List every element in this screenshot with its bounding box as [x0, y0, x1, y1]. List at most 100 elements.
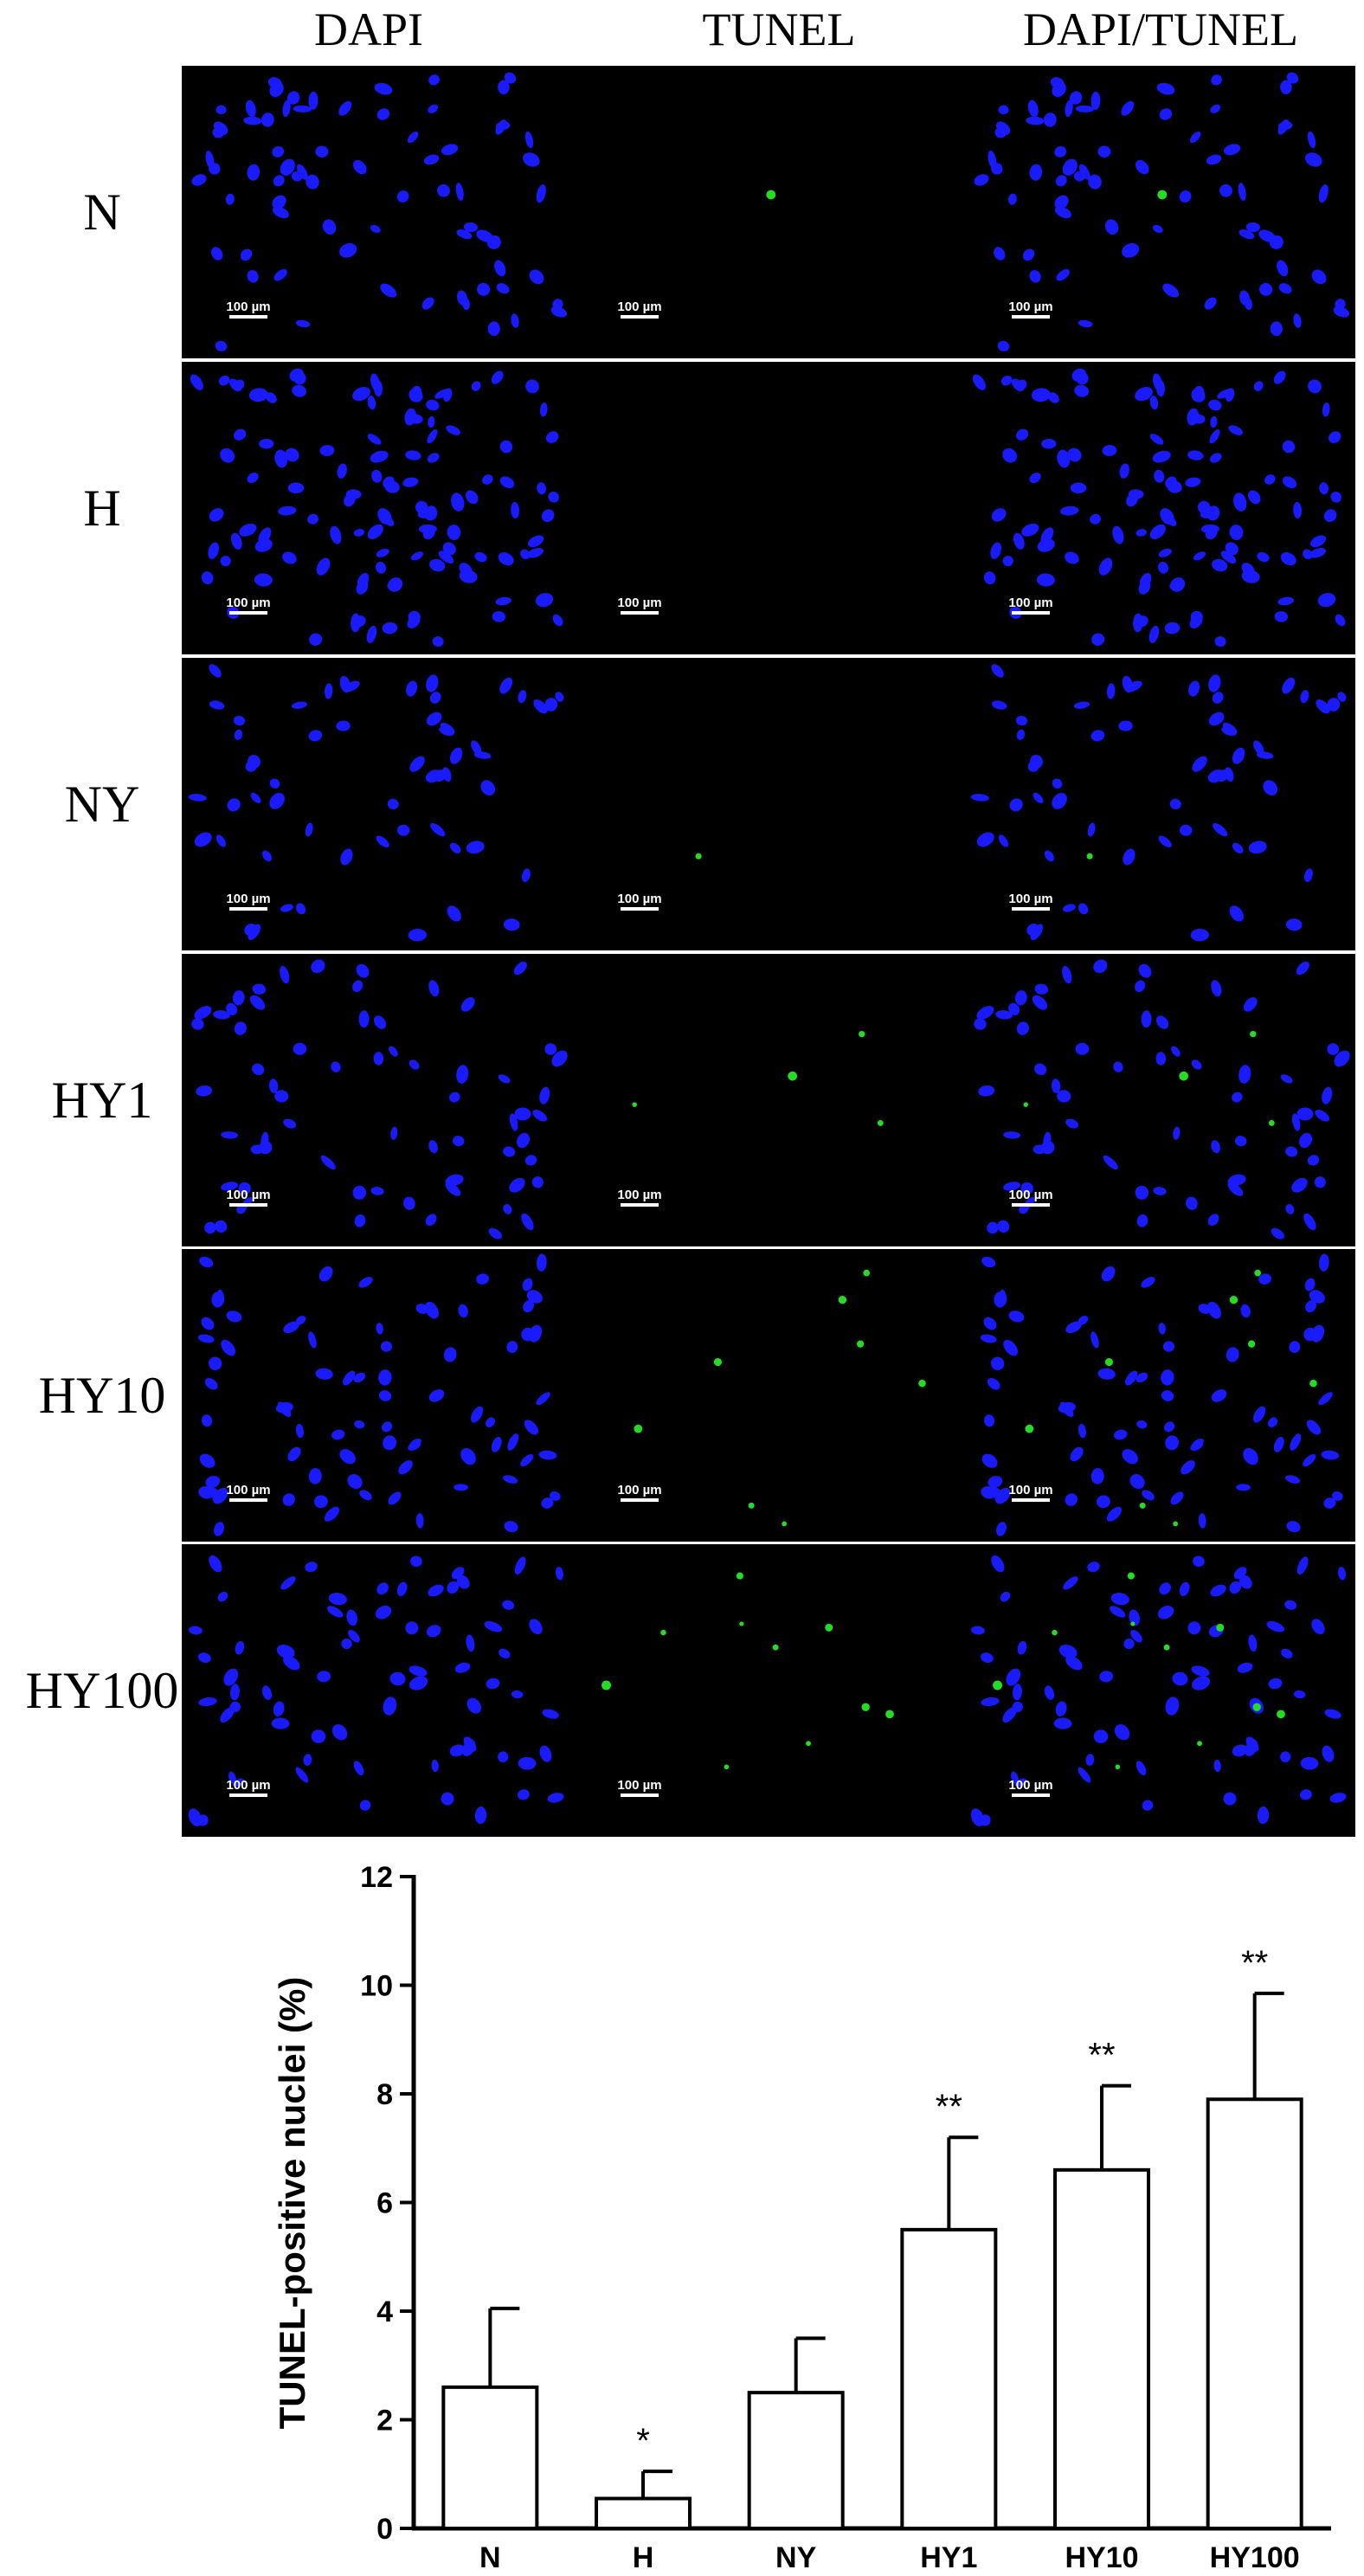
- dapi-nucleus: [375, 1605, 392, 1620]
- dapi-nucleus: [1141, 1010, 1152, 1028]
- dapi-nucleus: [1271, 1227, 1284, 1240]
- dapi-nucleus: [1033, 792, 1044, 803]
- panel-background: [182, 362, 573, 654]
- tunel-positive-spot: [877, 1120, 884, 1126]
- dapi-nucleus: [1213, 1759, 1221, 1773]
- dapi-nucleus: [1152, 224, 1163, 234]
- dapi-nucleus: [406, 680, 418, 697]
- dapi-nucleus: [522, 152, 540, 167]
- dapi-nucleus: [485, 1417, 496, 1427]
- panel-background: [964, 658, 1355, 950]
- dapi-nucleus: [212, 127, 225, 138]
- dapi-nucleus: [1299, 1132, 1313, 1149]
- dapi-nucleus: [1211, 1140, 1220, 1154]
- micrograph-n-dapi: 100 µm: [182, 66, 573, 358]
- tunel-positive-spot: [724, 1764, 730, 1770]
- dapi-nucleus: [1193, 551, 1206, 561]
- dapi-nucleus: [1052, 792, 1067, 809]
- dapi-nucleus: [367, 396, 376, 410]
- dapi-nucleus: [283, 1655, 300, 1671]
- dapi-nucleus: [233, 715, 246, 726]
- dapi-nucleus: [1253, 381, 1264, 391]
- dapi-nucleus: [1190, 610, 1203, 623]
- scale-bar-label: 100 µm: [226, 596, 270, 610]
- row-label-hy10: HY10: [39, 1367, 166, 1424]
- dapi-nucleus: [981, 1256, 996, 1268]
- scale-bar-label: 100 µm: [226, 1188, 270, 1202]
- dapi-nucleus: [450, 493, 465, 512]
- dapi-nucleus: [1102, 445, 1117, 456]
- bar-group-h: *: [595, 2422, 692, 2531]
- dapi-nucleus: [1285, 918, 1303, 931]
- dapi-nucleus: [498, 552, 514, 566]
- dapi-nucleus: [476, 1273, 489, 1285]
- dapi-nucleus: [521, 1213, 534, 1231]
- dapi-nucleus: [1248, 1634, 1258, 1652]
- dapi-nucleus: [474, 1806, 487, 1825]
- dapi-nucleus: [201, 1317, 215, 1330]
- tunel-positive-spot: [1052, 1629, 1058, 1636]
- dapi-nucleus: [370, 224, 381, 234]
- dapi-nucleus: [247, 269, 259, 283]
- dapi-nucleus: [1097, 1368, 1116, 1380]
- y-tick-label-6: 6: [376, 2187, 393, 2220]
- dapi-nucleus: [1155, 1015, 1169, 1029]
- dapi-nucleus: [380, 283, 397, 298]
- dapi-nucleus: [1157, 1605, 1174, 1620]
- dapi-nucleus: [547, 1793, 564, 1803]
- dapi-nucleus: [1002, 556, 1013, 567]
- dapi-nucleus: [1334, 1050, 1350, 1067]
- tunel-positive-spot: [1115, 1764, 1121, 1770]
- dapi-nucleus: [1263, 780, 1278, 796]
- dapi-nucleus: [271, 1717, 290, 1729]
- dapi-nucleus: [352, 1185, 367, 1200]
- micrograph-hy1-tunel: 100 µm: [573, 954, 964, 1246]
- dapi-nucleus: [269, 792, 285, 809]
- dapi-nucleus: [232, 990, 245, 1006]
- dapi-nucleus: [282, 1493, 295, 1506]
- dapi-nucleus: [976, 832, 994, 847]
- dapi-nucleus: [990, 1356, 1005, 1370]
- panel-background: [964, 1249, 1355, 1542]
- dapi-nucleus: [994, 127, 1007, 138]
- dapi-nucleus: [1273, 370, 1286, 384]
- dapi-nucleus: [410, 1555, 422, 1568]
- tunel-positive-spot: [1163, 1644, 1170, 1651]
- dapi-nucleus: [1323, 1497, 1336, 1509]
- dapi-nucleus: [1099, 1671, 1114, 1683]
- dapi-nucleus: [336, 720, 351, 731]
- micrograph-h-dapi-tunel: 100 µm: [964, 362, 1355, 654]
- dapi-nucleus: [318, 1265, 333, 1282]
- scale-bar-label: 100 µm: [226, 1778, 270, 1793]
- dapi-nucleus: [339, 242, 357, 258]
- dapi-nucleus: [1158, 548, 1172, 557]
- dapi-nucleus: [1058, 1645, 1078, 1658]
- dapi-nucleus: [1213, 823, 1228, 837]
- dapi-nucleus: [226, 1311, 242, 1323]
- dapi-nucleus: [1305, 1300, 1317, 1313]
- dapi-nucleus: [536, 1253, 547, 1272]
- dapi-nucleus: [331, 1061, 341, 1072]
- dapi-nucleus: [976, 1006, 994, 1020]
- dapi-nucleus: [542, 1709, 559, 1719]
- dapi-nucleus: [259, 438, 274, 449]
- dapi-nucleus: [196, 1085, 213, 1097]
- dapi-nucleus: [449, 747, 463, 764]
- dapi-nucleus: [499, 1648, 511, 1658]
- dapi-nucleus: [1043, 1131, 1052, 1150]
- dapi-nucleus: [1149, 524, 1166, 539]
- dapi-nucleus: [1016, 1021, 1029, 1035]
- dapi-nucleus: [341, 1638, 352, 1650]
- dapi-nucleus: [295, 1423, 304, 1439]
- dapi-nucleus: [404, 408, 417, 426]
- dapi-nucleus: [1113, 1061, 1123, 1072]
- dapi-nucleus: [1149, 396, 1159, 410]
- dapi-nucleus: [524, 1155, 537, 1166]
- dapi-nucleus: [980, 1334, 997, 1343]
- dapi-nucleus: [1003, 1182, 1020, 1191]
- dapi-nucleus: [373, 1015, 387, 1029]
- tunel-positive-spot: [772, 1644, 779, 1651]
- dapi-nucleus: [229, 1684, 240, 1701]
- panel-background: [573, 66, 964, 358]
- dapi-nucleus: [988, 1476, 1003, 1488]
